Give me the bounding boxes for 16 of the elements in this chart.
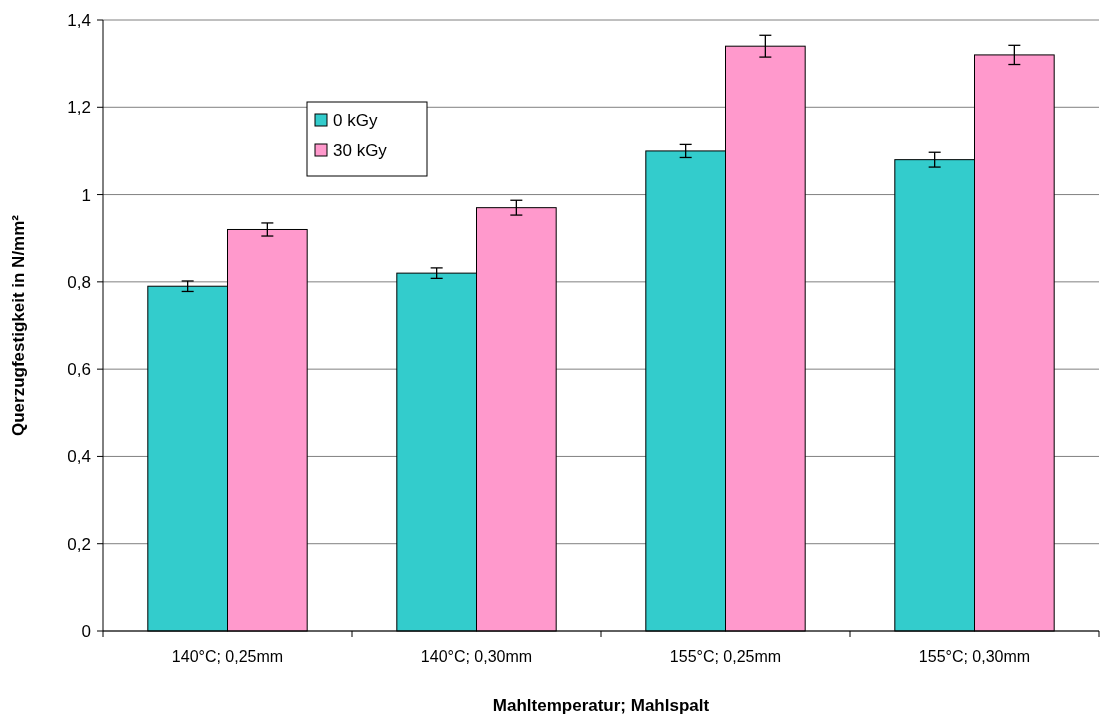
y-tick-label: 0,8 (67, 272, 91, 292)
x-axis-title: Mahltemperatur; Mahlspalt (492, 696, 710, 715)
y-tick-label: 1,2 (67, 98, 91, 118)
y-tick-label: 1,4 (67, 10, 91, 30)
x-tick-label: 140°C; 0,25mm (171, 648, 284, 665)
legend-label: 30 kGy (333, 140, 388, 160)
y-tick-label: 0,4 (67, 447, 91, 467)
legend-label: 0 kGy (333, 110, 378, 130)
y-tick-label: 0 (81, 621, 91, 641)
y-axis-title: Querzugfestigkeit in N/mm² (9, 214, 28, 437)
y-tick-label: 0,2 (67, 534, 91, 554)
y-tick-label: 1 (81, 185, 91, 205)
y-tick-label: 0,6 (67, 360, 91, 380)
x-tick-label: 140°C; 0,30mm (420, 648, 533, 665)
x-tick-label: 155°C; 0,30mm (918, 648, 1031, 665)
x-tick-label: 155°C; 0,25mm (669, 648, 782, 665)
